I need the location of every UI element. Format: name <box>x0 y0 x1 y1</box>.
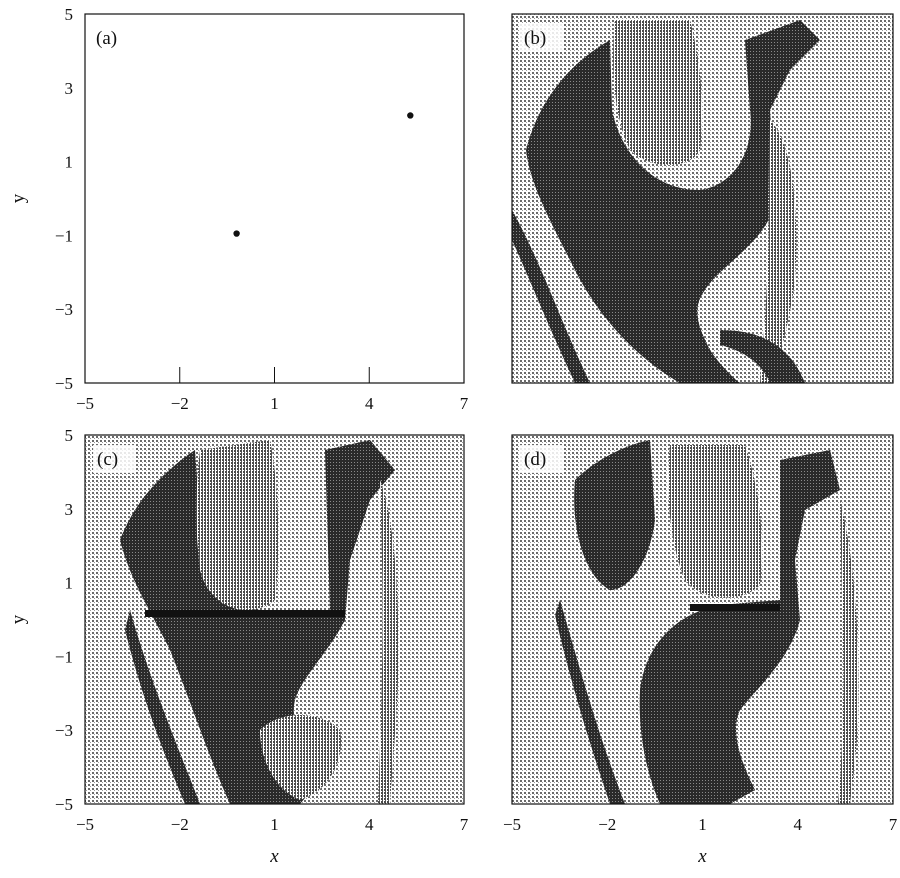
panel-c-dark-region <box>120 440 395 804</box>
panel-b-light-tongue <box>613 20 702 165</box>
panel-d-xlabel: x <box>697 846 707 867</box>
panel-b-band-right <box>760 120 797 383</box>
panel-a-ytick-label: 1 <box>65 153 74 172</box>
panel-a-frame <box>84 13 465 384</box>
panel-a-ylabel: y <box>8 193 29 203</box>
panel-c-light-tongue <box>196 440 279 610</box>
panel-c-lower-white <box>260 715 341 800</box>
panel-c-label-bg <box>93 445 135 473</box>
panel-d-xtick-label: 7 <box>889 815 898 834</box>
panel-d-basin-map <box>512 435 893 804</box>
panel-c-frame <box>84 434 465 805</box>
panel-d: (d) <box>511 434 894 805</box>
panel-a-inner-ticks <box>179 367 370 383</box>
panel-c-ytick-label: 1 <box>65 574 74 593</box>
panel-b-frame <box>511 13 894 384</box>
panel-c-xtick-label: 1 <box>270 815 279 834</box>
panel-d-dark-main <box>639 450 840 804</box>
panel-d-xtick-label: −5 <box>503 815 521 834</box>
panel-d-frame <box>511 434 894 805</box>
panel-c-dark-stripe <box>145 610 345 617</box>
panel-c-xtick-label: −5 <box>76 815 94 834</box>
panel-d-label: (d) <box>524 449 546 470</box>
panel-d-band-right <box>838 500 859 804</box>
panel-a-xtick-label: 4 <box>365 394 374 413</box>
panel-c-band-right <box>378 480 399 804</box>
panel-a-ytick-label: −5 <box>55 374 73 393</box>
panel-c-xlabel: x <box>269 846 279 867</box>
panel-c-xtick-label: 4 <box>365 815 374 834</box>
panel-c-ytick-label: −1 <box>55 647 73 666</box>
panel-a-label: (a) <box>96 28 117 49</box>
panel-b-label-bg <box>519 24 563 52</box>
panel-a-points <box>233 112 414 237</box>
panel-a-xtick-label: −5 <box>76 394 94 413</box>
panel-d-label-bg <box>519 445 563 473</box>
panel-c-ytick-label: −5 <box>55 795 73 814</box>
panel-a: (a) <box>84 13 465 384</box>
panel-d-band-left <box>555 600 625 804</box>
panel-c-ytick-label: 3 <box>65 500 74 519</box>
panel-c-ytick-label: −3 <box>55 721 73 740</box>
panel-b: (b) <box>511 13 894 384</box>
panel-c-ytick-label: 5 <box>65 426 74 445</box>
panel-c: (c) <box>84 434 465 805</box>
panel-a-xtick-label: 1 <box>270 394 279 413</box>
panel-a-point <box>407 112 414 119</box>
panel-d-light-tongue <box>668 445 762 598</box>
panel-a-point <box>233 230 240 237</box>
panel-a-ytick-label: −3 <box>55 300 73 319</box>
panel-a-ytick-label: 5 <box>65 5 74 24</box>
panel-a-xtick-label: 7 <box>460 394 469 413</box>
panel-a-xtick-label: −2 <box>171 394 189 413</box>
panel-c-label: (c) <box>97 449 118 470</box>
panel-c-ylabel: y <box>8 614 29 624</box>
panel-a-ytick-label: −1 <box>55 226 73 245</box>
panel-c-left-band <box>125 610 200 804</box>
panel-d-xtick-label: 4 <box>794 815 803 834</box>
panel-c-xtick-label: 7 <box>460 815 469 834</box>
panel-b-basin-map <box>512 14 893 383</box>
panel-b-label: (b) <box>524 28 546 49</box>
panel-b-lower-dark <box>720 330 805 383</box>
panel-c-xtick-label: −2 <box>171 815 189 834</box>
panel-c-basin-map <box>85 435 464 804</box>
panel-d-xtick-label: −2 <box>598 815 616 834</box>
panel-a-ytick-label: 3 <box>65 79 74 98</box>
panel-d-dark-stripe <box>690 604 780 611</box>
panel-b-dark-region <box>526 20 820 383</box>
panel-d-xtick-label: 1 <box>698 815 707 834</box>
panel-d-dark-upper <box>574 440 655 590</box>
panel-b-left-band <box>512 210 590 383</box>
